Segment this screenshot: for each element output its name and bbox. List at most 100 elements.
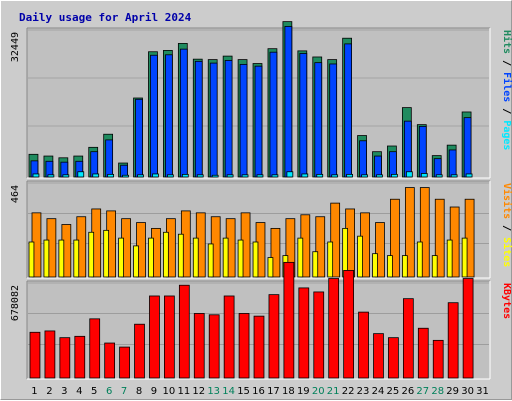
bar-sites-day-17 xyxy=(267,257,274,278)
legend-label-kbytes: KBytes xyxy=(501,283,512,319)
bar-pages-day-24 xyxy=(376,174,383,178)
bar-kbytes-day-12 xyxy=(193,313,205,379)
bar-pages-day-18 xyxy=(286,171,294,178)
bar-files-day-13 xyxy=(209,62,218,178)
bar-kbytes-day-14 xyxy=(223,295,235,379)
x-tick-label: 20 xyxy=(312,386,325,397)
panel-sites-visits: 464 Visits / Sites xyxy=(10,180,512,279)
y-max-label: 32449 xyxy=(10,32,21,62)
x-tick-label: 5 xyxy=(91,386,97,397)
bar-pages-day-1 xyxy=(32,173,40,178)
x-tick-label: 9 xyxy=(151,386,157,397)
bar-files-day-10 xyxy=(165,54,173,178)
legend-separator: / xyxy=(501,219,512,237)
bar-pages-day-7 xyxy=(122,174,129,178)
bar-sites-day-2 xyxy=(43,239,50,278)
bar-kbytes-day-11 xyxy=(178,284,190,379)
bar-pages-day-26 xyxy=(405,171,413,178)
bar-kbytes-day-9 xyxy=(149,295,160,379)
legend-label-files: Files xyxy=(501,72,512,102)
bar-pages-day-29 xyxy=(450,174,458,178)
bar-files-day-21 xyxy=(329,63,338,178)
bar-visits-day-21 xyxy=(330,202,341,278)
bar-files-day-5 xyxy=(90,151,99,178)
bar-sites-day-5 xyxy=(88,231,95,278)
bar-kbytes-day-28 xyxy=(432,339,444,379)
x-tick-label: 24 xyxy=(372,386,385,397)
bar-visits-day-28 xyxy=(434,198,445,278)
y-max-label: 464 xyxy=(10,185,21,203)
bar-kbytes-day-4 xyxy=(74,335,86,379)
bar-sites-day-4 xyxy=(73,239,80,278)
bar-sites-day-7 xyxy=(118,237,124,278)
bar-sites-day-23 xyxy=(357,235,363,278)
bar-pages-day-28 xyxy=(435,174,443,178)
bar-pages-day-13 xyxy=(211,174,219,178)
bar-pages-day-6 xyxy=(107,173,115,178)
bar-kbytes-day-19 xyxy=(298,287,310,379)
bar-pages-day-23 xyxy=(361,174,368,178)
bar-pages-day-2 xyxy=(47,174,55,178)
bar-pages-day-11 xyxy=(181,173,189,178)
x-tick-label: 21 xyxy=(327,386,340,397)
x-tick-label: 19 xyxy=(297,386,310,397)
bar-kbytes-day-13 xyxy=(208,314,220,379)
bar-kbytes-day-26 xyxy=(402,298,414,379)
bar-sites-day-3 xyxy=(58,239,65,278)
bar-kbytes-day-23 xyxy=(358,311,369,379)
bar-sites-day-8 xyxy=(133,245,139,278)
x-tick-label: 2 xyxy=(46,386,52,397)
bar-pages-day-5 xyxy=(92,173,100,178)
bar-files-day-27 xyxy=(418,125,427,178)
x-tick-label: 8 xyxy=(136,386,142,397)
bar-kbytes-day-27 xyxy=(417,327,429,379)
bar-files-day-25 xyxy=(389,151,397,178)
x-tick-label: 23 xyxy=(357,386,370,397)
bar-sites-day-14 xyxy=(222,237,229,278)
bar-pages-day-19 xyxy=(301,173,309,178)
bar-files-day-28 xyxy=(433,158,442,178)
bar-sites-day-13 xyxy=(207,243,214,278)
x-tick-label: 17 xyxy=(267,386,280,397)
bar-kbytes-day-30 xyxy=(462,278,474,379)
bar-sites-day-9 xyxy=(148,237,154,278)
x-tick-label: 22 xyxy=(342,386,355,397)
bar-visits-day-25 xyxy=(390,198,400,278)
bar-visits-day-17 xyxy=(270,227,281,278)
bar-pages-day-20 xyxy=(316,173,324,178)
bar-kbytes-day-3 xyxy=(59,337,71,379)
x-tick-label: 25 xyxy=(387,386,400,397)
bar-sites-day-24 xyxy=(372,253,378,278)
bar-kbytes-day-21 xyxy=(328,278,340,379)
bar-pages-day-30 xyxy=(465,173,473,178)
bar-sites-day-26 xyxy=(401,255,408,278)
side-legend: Hits / Files / Pages xyxy=(501,30,512,150)
bar-pages-day-12 xyxy=(196,174,204,178)
bar-kbytes-day-24 xyxy=(373,333,384,379)
bar-files-day-29 xyxy=(448,149,457,178)
bar-visits-day-27 xyxy=(419,187,430,278)
bar-sites-day-15 xyxy=(237,239,244,278)
bar-sites-day-16 xyxy=(252,241,259,278)
bar-sites-day-28 xyxy=(431,255,438,278)
bar-files-day-19 xyxy=(299,53,308,178)
legend-label-sites: Sites xyxy=(501,237,512,267)
bar-sites-day-22 xyxy=(342,227,348,278)
bar-files-day-23 xyxy=(359,140,367,178)
bar-sites-day-21 xyxy=(327,241,334,278)
bar-sites-day-29 xyxy=(446,239,453,278)
bar-files-day-26 xyxy=(403,120,412,178)
bar-files-day-6 xyxy=(105,139,114,178)
x-tick-label: 28 xyxy=(431,386,444,397)
x-tick-label: 14 xyxy=(222,386,235,397)
bar-kbytes-day-22 xyxy=(343,270,354,379)
panel-pages-files-hits: 32449 Hits / Files / Pages xyxy=(10,21,512,179)
x-tick-label: 26 xyxy=(401,386,414,397)
side-legend: Visits / Sites xyxy=(501,183,512,267)
bar-kbytes-day-10 xyxy=(164,295,175,379)
x-tick-label: 6 xyxy=(106,386,112,397)
bar-sites-day-10 xyxy=(163,231,169,278)
bar-files-day-16 xyxy=(254,65,263,178)
bar-pages-day-9 xyxy=(152,173,159,178)
